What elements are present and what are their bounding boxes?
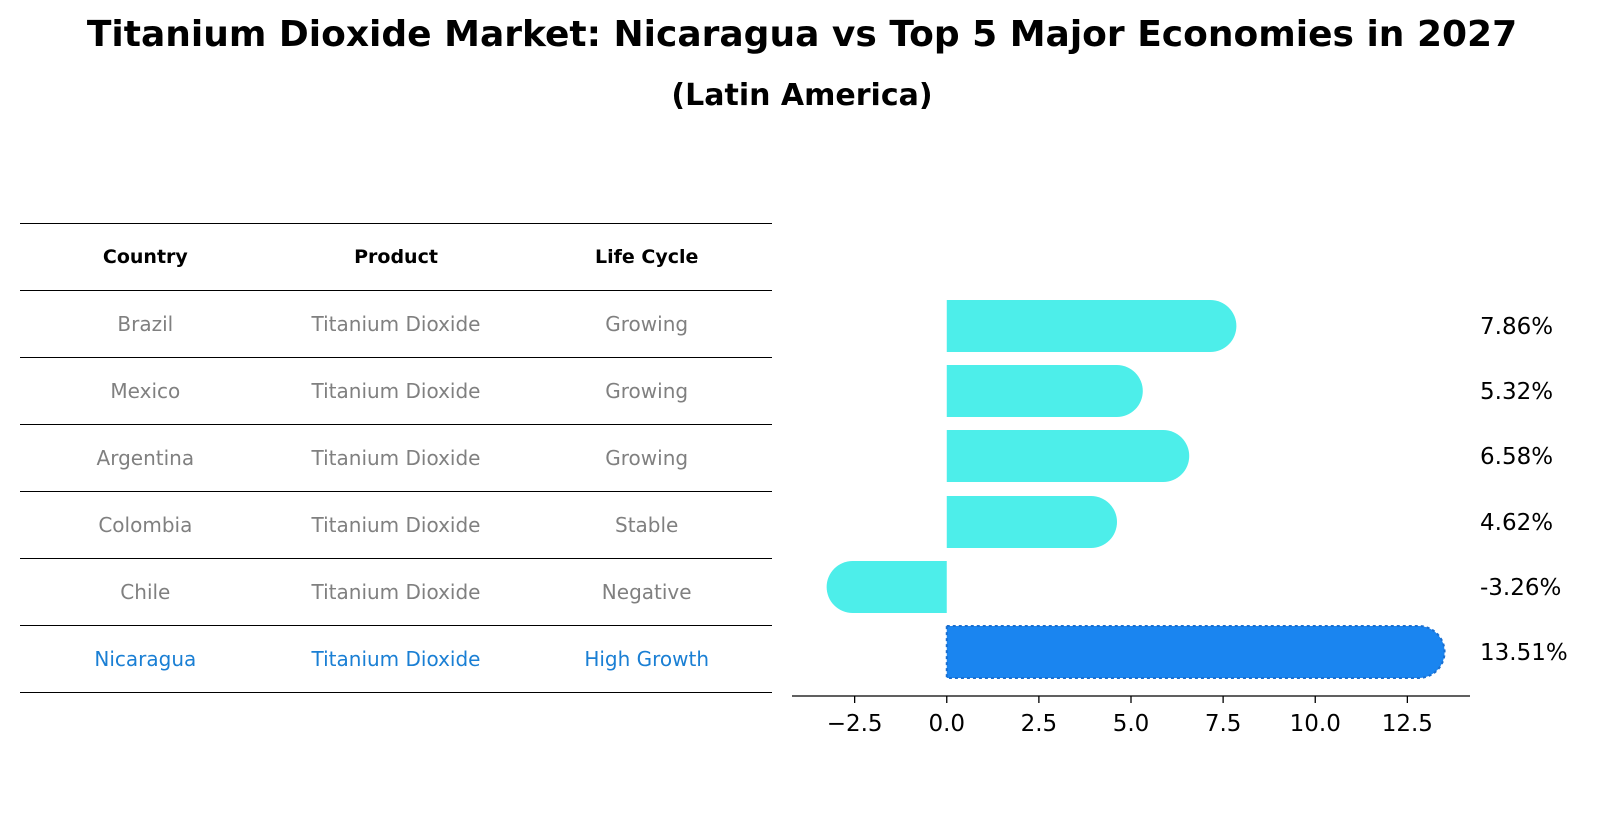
cell-product: Titanium Dioxide (311, 446, 481, 470)
cell-life-cycle: Negative (601, 580, 692, 604)
x-tick-label: 2.5 (1021, 711, 1058, 737)
cell-country: Nicaragua (94, 647, 197, 671)
table-row-highlight: Nicaragua Titanium Dioxide High Growth (20, 626, 772, 693)
bar-value-label: -3.26% (1480, 575, 1561, 601)
bar-colombia (946, 496, 1117, 548)
cell-country: Brazil (117, 312, 174, 336)
bar-value-label: 7.86% (1480, 314, 1553, 340)
header-country: Country (102, 246, 188, 268)
bar-value-label: 5.32% (1480, 379, 1553, 405)
cell-country: Chile (120, 580, 171, 604)
table-row: Mexico Titanium Dioxide Growing (20, 358, 772, 425)
table-row: Chile Titanium Dioxide Negative (20, 559, 772, 626)
x-tick-label: 7.5 (1205, 711, 1242, 737)
cell-life-cycle: Growing (605, 379, 689, 403)
cell-product: Titanium Dioxide (311, 379, 481, 403)
cell-life-cycle: Growing (605, 446, 689, 470)
bar-value-label: 6.58% (1480, 444, 1553, 470)
cell-life-cycle: Growing (605, 312, 689, 336)
cell-product: Titanium Dioxide (311, 312, 481, 336)
bar-value-label: 13.51% (1480, 640, 1568, 666)
cell-product: Titanium Dioxide (311, 513, 481, 537)
bar-argentina (946, 430, 1190, 482)
cell-country: Argentina (96, 446, 195, 470)
cell-country: Mexico (110, 379, 181, 403)
cell-life-cycle: Stable (615, 513, 679, 537)
x-tick-label: 5.0 (1113, 711, 1150, 737)
cell-country: Colombia (98, 513, 193, 537)
bar-chile (826, 561, 947, 613)
bar-mexico (946, 365, 1143, 417)
table-row: Brazil Titanium Dioxide Growing (20, 291, 772, 358)
cell-product: Titanium Dioxide (311, 647, 481, 671)
bar-brazil (946, 300, 1237, 352)
cell-product: Titanium Dioxide (311, 580, 481, 604)
chart-subtitle: (Latin America) (671, 78, 933, 113)
x-tick-label: 10.0 (1290, 711, 1341, 737)
chart-title: Titanium Dioxide Market: Nicaragua vs To… (86, 14, 1518, 55)
x-tick-label: 12.5 (1382, 711, 1433, 737)
country-table: Country Product Life Cycle Brazil Titani… (20, 223, 772, 693)
header-product: Product (354, 246, 438, 268)
cell-life-cycle: High Growth (584, 647, 710, 671)
bar-nicaragua (945, 625, 1446, 679)
table-row: Argentina Titanium Dioxide Growing (20, 425, 772, 492)
table-row: Colombia Titanium Dioxide Stable (20, 492, 772, 559)
table-header-row: Country Product Life Cycle (20, 223, 772, 291)
x-tick-label: 0.0 (928, 711, 965, 737)
bar-value-label: 4.62% (1480, 510, 1553, 536)
x-tick-label: −2.5 (827, 711, 883, 737)
header-life-cycle: Life Cycle (594, 246, 699, 268)
